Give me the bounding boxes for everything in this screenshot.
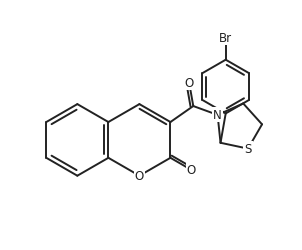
Text: O: O — [187, 164, 196, 176]
Text: Br: Br — [219, 32, 232, 45]
Text: S: S — [244, 142, 252, 156]
Text: O: O — [135, 170, 144, 182]
Text: N: N — [213, 109, 222, 122]
Text: O: O — [185, 77, 194, 90]
